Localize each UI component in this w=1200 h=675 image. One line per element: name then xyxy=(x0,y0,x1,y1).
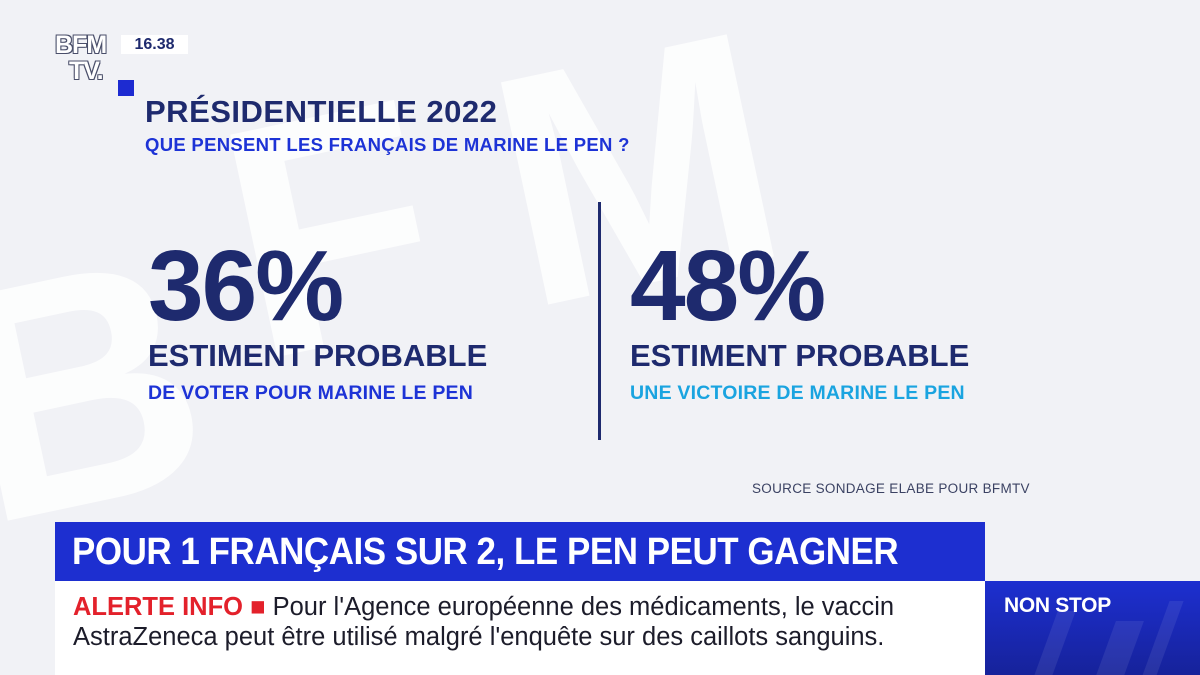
headline-banner xyxy=(55,522,985,581)
ticker-line-2: AstraZeneca peut être utilisé malgré l'e… xyxy=(73,623,885,651)
stat-value: 48% xyxy=(630,230,826,342)
ticker-line-1: ALERTE INFO ■ Pour l'Agence européenne d… xyxy=(73,592,894,622)
news-ticker xyxy=(55,581,985,675)
graphic-subtitle: QUE PENSENT LES FRANÇAIS DE MARINE LE PE… xyxy=(145,134,630,155)
non-stop-badge xyxy=(985,581,1200,675)
non-stop-label: NON STOP xyxy=(1004,594,1111,617)
stat-description: DE VOTER POUR MARINE LE PEN xyxy=(148,382,474,404)
stat-divider xyxy=(598,202,601,440)
logo-line-2: TV. xyxy=(69,57,104,85)
stat-value: 36% xyxy=(148,230,344,342)
stat-block-right: 48% ESTIMENT PROBABLE UNE VICTOIRE DE MA… xyxy=(630,236,969,405)
bfmtv-logo: BFM TV. xyxy=(55,33,125,93)
stat-label: ESTIMENT PROBABLE xyxy=(148,338,488,373)
graphic-title: PRÉSIDENTIELLE 2022 xyxy=(145,94,498,129)
ticker-text-1: Pour l'Agence européenne des médicaments… xyxy=(272,593,895,621)
source-note: SOURCE SONDAGE ELABE POUR BFMTV xyxy=(752,481,1030,496)
stat-description: UNE VICTOIRE DE MARINE LE PEN xyxy=(630,382,965,404)
stat-block-left: 36% ESTIMENT PROBABLE DE VOTER POUR MARI… xyxy=(148,236,487,405)
graphic-corner-square xyxy=(118,80,134,96)
headline-text: POUR 1 FRANÇAIS SUR 2, LE PEN PEUT GAGNE… xyxy=(72,531,899,573)
broadcast-clock: 16.38 xyxy=(121,35,188,54)
alert-bullet-icon: ■ xyxy=(250,593,266,621)
alert-info-tag: ALERTE INFO xyxy=(73,593,243,621)
logo-line-1: BFM xyxy=(55,31,107,59)
stat-label: ESTIMENT PROBABLE xyxy=(630,338,970,373)
